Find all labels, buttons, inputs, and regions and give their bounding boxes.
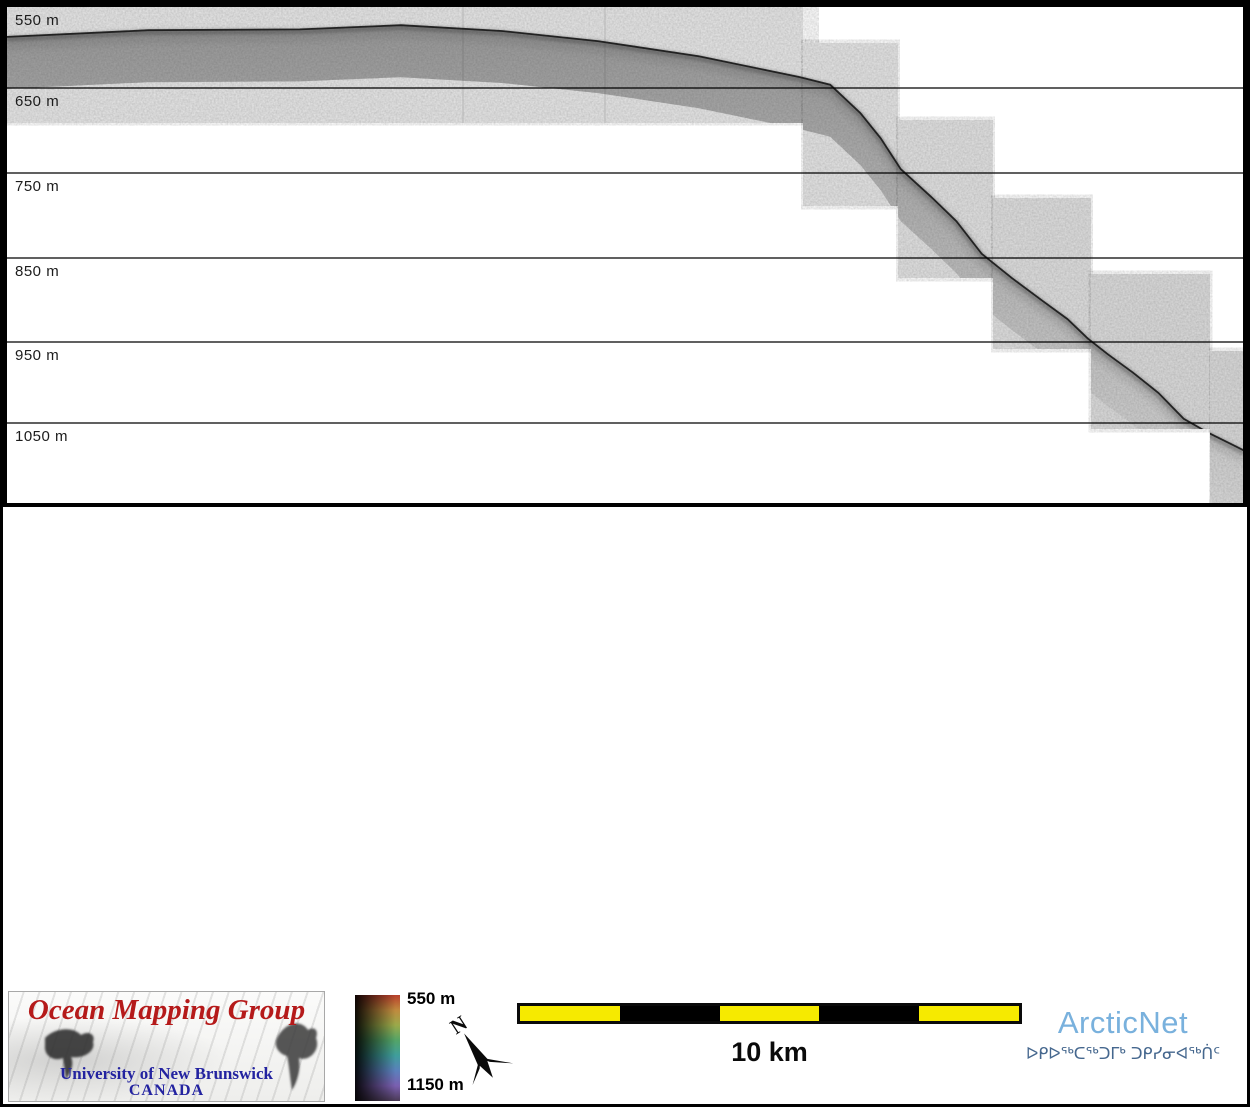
scale-bar-segment [520,1006,620,1021]
figure-footer: Ocean Mapping Group University of New Br… [3,985,1247,1104]
scale-bar-segment [819,1006,920,1021]
depth-label-850: 850 m [15,263,60,280]
depth-colorbar [355,995,400,1101]
omg-country: CANADA [128,1082,205,1099]
subbottom-profile-panel: 550 m 650 m 750 m 850 m 950 m 1050 m [3,3,1247,507]
subbottom-profile-plot [7,7,1243,503]
arcticnet-inuktitut-name: ᐅᑭᐅᖅᑕᖅᑐᒥᒃ ᑐᑭᓯᓂᐊᖅᑏᑦ [1025,1043,1221,1063]
scale-bar-segment [619,1006,720,1021]
omg-logo-art [44,1023,318,1090]
omg-university: University of New Brunswick [60,1064,273,1083]
scale-bar-segment [719,1006,820,1021]
arcticnet-logo: ArcticNet ᐅᑭᐅᖅᑕᖅᑐᒥᒃ ᑐᑭᓯᓂᐊᖅᑏᑦ [998,1005,1247,1063]
ocean-mapping-group-logo: Ocean Mapping Group University of New Br… [8,991,325,1102]
depth-colorbar-shading [355,995,400,1101]
arcticnet-wordmark: ArcticNet [1057,1005,1189,1040]
depth-label-950: 950 m [15,347,60,364]
omg-title: Ocean Mapping Group [27,994,306,1026]
colorbar-top-label: 550 m [407,989,456,1008]
bird-silhouette-left [44,1029,94,1080]
bird-silhouette-right [275,1023,318,1090]
north-arrow-label: N [446,1013,472,1039]
north-arrow: N [446,1013,514,1086]
depth-label-1050: 1050 m [15,428,69,445]
scale-bar-label: 10 km [731,1037,808,1067]
scale-bar-segment [919,1006,1019,1021]
depth-label-750: 750 m [15,178,60,195]
colorbar-bottom-label: 1150 m [407,1075,464,1094]
depth-label-650: 650 m [15,93,60,110]
map-scale-bar [517,1003,1022,1024]
depth-label-550: 550 m [15,12,60,29]
